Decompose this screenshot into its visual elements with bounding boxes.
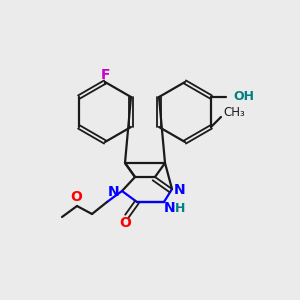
- Text: N: N: [174, 183, 186, 197]
- Text: H: H: [175, 202, 185, 214]
- Text: O: O: [119, 216, 131, 230]
- Text: N: N: [108, 185, 120, 199]
- Text: O: O: [70, 190, 82, 204]
- Text: N: N: [164, 201, 176, 215]
- Text: OH: OH: [233, 91, 254, 103]
- Text: F: F: [100, 68, 110, 82]
- Text: CH₃: CH₃: [223, 106, 245, 118]
